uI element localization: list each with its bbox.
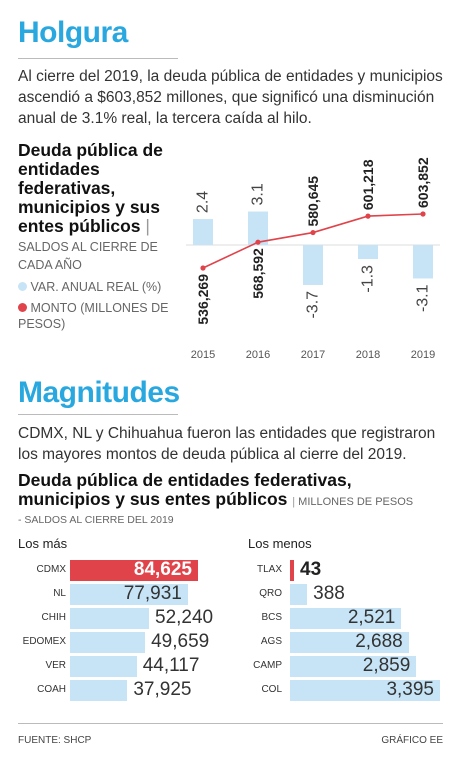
least-bar-camp xyxy=(290,656,417,677)
most-label-cdmx: CDMX xyxy=(36,564,66,575)
least-value-col: 3,395 xyxy=(386,679,434,700)
legend-var: VAR. ANUAL REAL (%) xyxy=(18,279,188,295)
title-rule xyxy=(18,58,178,59)
most-bar-edomex xyxy=(70,632,146,653)
least-label-qro: QRO xyxy=(259,588,282,599)
monto-label-2019: 603,852 xyxy=(415,157,431,208)
least-value-tlax: 43 xyxy=(300,559,322,580)
section-title-holgura: Holgura xyxy=(18,16,128,49)
legend-monto: MONTO (MILLONES DE PESOS) xyxy=(18,300,188,332)
least-label-ags: AGS xyxy=(260,636,282,647)
group-least-label: Los menos xyxy=(248,536,312,551)
least-value-ags: 2,688 xyxy=(355,631,403,652)
x-tick-2019: 2019 xyxy=(411,349,435,361)
least-label-camp: CAMP xyxy=(253,660,282,671)
chart2-title: Deuda pública de entidades federativas, … xyxy=(18,470,414,509)
chart1-subtitle: SALDOS AL CIERRE DE CADA AÑO xyxy=(18,240,158,272)
monto-point-2015 xyxy=(200,265,206,271)
most-label-edomex: EDOMEX xyxy=(22,636,66,647)
least-bar-ags xyxy=(290,632,409,653)
var-bar-2015 xyxy=(193,219,213,245)
var-label-2015: 2.4 xyxy=(195,191,212,213)
least-bar-tlax xyxy=(290,560,294,581)
chart1-title: Deuda pública de entidades federativas, … xyxy=(18,140,163,236)
x-tick-2017: 2017 xyxy=(301,349,325,361)
var-bar-2019 xyxy=(413,245,433,279)
monto-label-2016: 568,592 xyxy=(250,248,266,299)
most-bar-chih xyxy=(70,608,150,629)
least-label-col: COL xyxy=(261,684,282,695)
most-bar-coah xyxy=(70,680,128,701)
most-label-coah: COAH xyxy=(37,684,66,695)
monto-label-2015: 536,269 xyxy=(195,274,211,325)
chart2-unit: MILLONES DE PESOS xyxy=(298,496,414,508)
most-label-nl: NL xyxy=(53,588,66,599)
most-value-coah: 37,925 xyxy=(133,679,192,700)
var-label-2019: -3.1 xyxy=(415,284,432,312)
most-value-chih: 52,240 xyxy=(155,607,214,628)
monto-point-2017 xyxy=(310,229,316,236)
most-label-ver: VER xyxy=(45,660,66,671)
var-label-2017: -3.7 xyxy=(305,291,322,319)
most-value-ver: 44,117 xyxy=(142,655,200,676)
least-bar-bcs xyxy=(290,608,402,629)
most-bar-nl xyxy=(70,584,188,605)
var-label-2016: 3.1 xyxy=(250,183,267,205)
least-label-tlax: TLAX xyxy=(256,564,282,575)
monto-label-2018: 601,218 xyxy=(360,159,376,210)
legend-var-label: VAR. ANUAL REAL (%) xyxy=(30,280,162,294)
chart1-title-text: Deuda pública de entidades federativas, … xyxy=(18,140,163,236)
least-value-qro: 388 xyxy=(313,583,345,604)
most-value-edomex: 49,659 xyxy=(151,631,210,652)
x-tick-2016: 2016 xyxy=(246,349,270,361)
legend-monto-swatch xyxy=(18,303,27,312)
section-title-magnitudes: Magnitudes xyxy=(18,376,180,409)
monto-point-2016 xyxy=(255,239,261,245)
most-bar-ver xyxy=(70,656,137,677)
x-tick-2018: 2018 xyxy=(356,349,380,361)
legend-monto-label: MONTO (MILLONES DE PESOS) xyxy=(18,301,169,331)
x-tick-2015: 2015 xyxy=(191,349,215,361)
footer-rule xyxy=(18,723,443,724)
least-bar-col xyxy=(290,680,440,701)
least-label-bcs: BCS xyxy=(261,612,282,623)
most-value-nl: 77,931 xyxy=(123,583,182,604)
chart2-subtitle: - SALDOS AL CIERRE DEL 2019 xyxy=(18,514,174,526)
least-bar-qro xyxy=(290,584,308,605)
title-rule-2 xyxy=(18,414,178,415)
least-value-bcs: 2,521 xyxy=(347,607,396,628)
most-bar-cdmx xyxy=(70,560,198,581)
most-value-cdmx: 84,625 xyxy=(133,559,192,580)
combo-chart: 2.4 3.1 -3.7 -1.3 -3.1 536,269 568,592 580,645 6… xyxy=(186,157,440,361)
legend-var-swatch xyxy=(18,282,27,291)
least-value-camp: 2,859 xyxy=(362,655,411,676)
source-text: FUENTE: SHCP xyxy=(18,735,92,746)
group-most-label: Los más xyxy=(18,536,68,551)
monto-label-2017: 580,645 xyxy=(305,176,321,227)
intro-text-2: CDMX, NL y Chihuahua fueron las entidade… xyxy=(18,425,436,463)
var-bar-2017 xyxy=(303,245,323,285)
credit-text: GRÁFICO EE xyxy=(381,735,443,746)
var-bar-2016 xyxy=(248,211,268,245)
chart2-title-text: Deuda pública de entidades federativas, … xyxy=(18,470,352,509)
most-label-chih: CHIH xyxy=(41,612,66,623)
monto-point-2018 xyxy=(365,213,371,219)
var-bar-2018 xyxy=(358,245,378,260)
intro-text: Al cierre del 2019, la deuda pública de … xyxy=(18,68,443,127)
monto-point-2019 xyxy=(420,211,426,217)
var-label-2018: -1.3 xyxy=(360,265,377,293)
